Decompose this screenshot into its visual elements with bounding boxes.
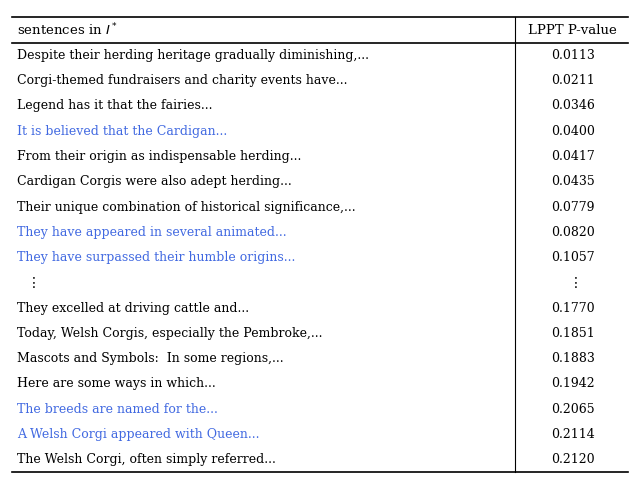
Text: 0.0417: 0.0417 [551, 150, 595, 163]
Text: They excelled at driving cattle and...: They excelled at driving cattle and... [17, 302, 249, 314]
Text: 0.0211: 0.0211 [551, 74, 595, 87]
Text: 0.0435: 0.0435 [551, 175, 595, 188]
Text: From their origin as indispensable herding...: From their origin as indispensable herdi… [17, 150, 301, 163]
Text: Their unique combination of historical significance,...: Their unique combination of historical s… [17, 201, 355, 213]
Text: $\vdots$: $\vdots$ [26, 276, 35, 290]
Text: 0.0400: 0.0400 [551, 125, 595, 138]
Text: Legend has it that the fairies...: Legend has it that the fairies... [17, 100, 212, 112]
Text: sentences in $I^*$: sentences in $I^*$ [17, 22, 118, 38]
Text: The breeds are named for the...: The breeds are named for the... [17, 403, 218, 416]
Text: 0.0113: 0.0113 [551, 49, 595, 62]
Text: A Welsh Corgi appeared with Queen...: A Welsh Corgi appeared with Queen... [17, 428, 259, 441]
Text: It is believed that the Cardigan...: It is believed that the Cardigan... [17, 125, 227, 138]
Text: 0.1057: 0.1057 [551, 251, 595, 264]
Text: Here are some ways in which...: Here are some ways in which... [17, 378, 216, 390]
Text: 0.0346: 0.0346 [551, 100, 595, 112]
Text: Today, Welsh Corgis, especially the Pembroke,...: Today, Welsh Corgis, especially the Pemb… [17, 327, 322, 340]
Text: The Welsh Corgi, often simply referred...: The Welsh Corgi, often simply referred..… [17, 453, 275, 466]
Text: Mascots and Symbols:  In some regions,...: Mascots and Symbols: In some regions,... [17, 352, 284, 365]
Text: 0.1770: 0.1770 [551, 302, 595, 314]
Text: 0.1883: 0.1883 [551, 352, 595, 365]
Text: 0.1942: 0.1942 [551, 378, 595, 390]
Text: Despite their herding heritage gradually diminishing,...: Despite their herding heritage gradually… [17, 49, 369, 62]
Text: 0.1851: 0.1851 [551, 327, 595, 340]
Text: 0.0820: 0.0820 [551, 226, 595, 239]
Text: 0.2120: 0.2120 [551, 453, 595, 466]
Text: $\vdots$: $\vdots$ [568, 276, 578, 290]
Text: They have appeared in several animated...: They have appeared in several animated..… [17, 226, 286, 239]
Text: Cardigan Corgis were also adept herding...: Cardigan Corgis were also adept herding.… [17, 175, 291, 188]
Text: LPPT P-value: LPPT P-value [529, 24, 617, 36]
Text: Corgi-themed fundraisers and charity events have...: Corgi-themed fundraisers and charity eve… [17, 74, 347, 87]
Text: 0.2065: 0.2065 [551, 403, 595, 416]
Text: 0.2114: 0.2114 [551, 428, 595, 441]
Text: 0.0779: 0.0779 [551, 201, 595, 213]
Text: They have surpassed their humble origins...: They have surpassed their humble origins… [17, 251, 295, 264]
